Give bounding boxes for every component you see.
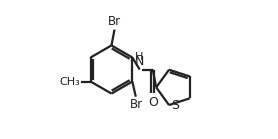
Text: S: S: [171, 99, 179, 112]
Text: O: O: [148, 96, 158, 109]
Text: N: N: [134, 55, 144, 68]
Text: Br: Br: [108, 15, 121, 28]
Text: CH₃: CH₃: [59, 77, 80, 87]
Text: H: H: [135, 52, 143, 62]
Text: Br: Br: [130, 98, 143, 111]
